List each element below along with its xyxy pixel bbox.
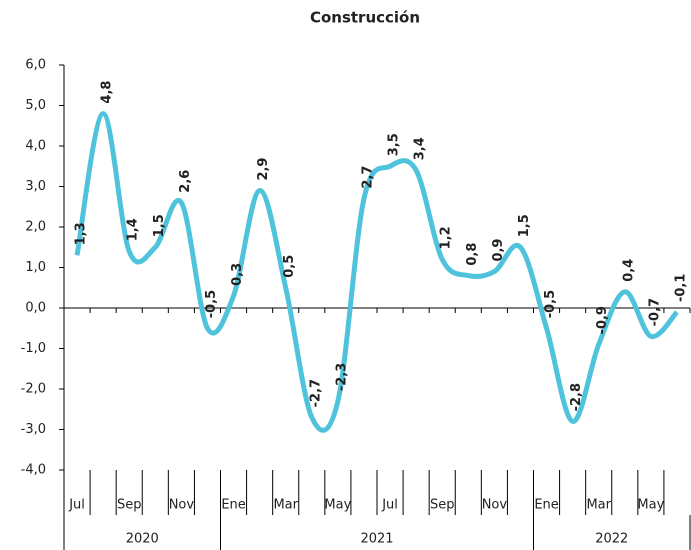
y-tick-label: 2,0 xyxy=(25,220,46,235)
x-tick-label: May xyxy=(324,498,351,513)
x-tick-label: Mar xyxy=(586,498,611,513)
y-tick-label: -2,0 xyxy=(21,382,46,397)
x-tick-label: Sep xyxy=(117,498,142,513)
group-label: 2022 xyxy=(595,532,628,547)
data-label: -0,9 xyxy=(595,306,610,334)
x-tick-label: Jul xyxy=(68,498,85,513)
data-label: 3,4 xyxy=(413,137,428,160)
y-tick-label: 6,0 xyxy=(25,58,46,73)
x-tick-label: Mar xyxy=(273,498,298,513)
data-label: 0,3 xyxy=(230,263,245,286)
y-tick-label: 5,0 xyxy=(25,98,46,113)
data-label: 4,8 xyxy=(100,81,115,104)
data-label: -0,5 xyxy=(204,290,219,318)
data-label: 2,6 xyxy=(178,170,193,193)
y-tick-label: 1,0 xyxy=(25,260,46,275)
data-label: 0,4 xyxy=(621,259,636,282)
x-tick-label: Jul xyxy=(381,498,398,513)
x-tick-label: Ene xyxy=(221,498,245,513)
data-label: 3,5 xyxy=(387,133,402,156)
y-tick-label: -4,0 xyxy=(21,463,46,478)
data-label: 2,9 xyxy=(256,158,271,181)
x-tick-label: Nov xyxy=(482,498,508,513)
x-tick-label: Nov xyxy=(169,498,195,513)
line xyxy=(74,111,679,433)
data-label: 1,5 xyxy=(152,214,167,237)
group-label: 2021 xyxy=(360,532,393,547)
data-label: -2,7 xyxy=(308,379,323,407)
y-tick-label: 4,0 xyxy=(25,139,46,154)
data-label: 2,7 xyxy=(360,166,375,189)
y-tick-label: -3,0 xyxy=(21,422,46,437)
data-label: 0,8 xyxy=(465,243,480,266)
group-label: 2020 xyxy=(126,532,159,547)
data-label: -0,1 xyxy=(673,274,688,302)
data-label: 1,5 xyxy=(517,214,532,237)
y-tick-label: 3,0 xyxy=(25,179,46,194)
data-label: 1,3 xyxy=(74,222,89,245)
data-label: -0,5 xyxy=(543,290,558,318)
data-label: -2,3 xyxy=(334,363,349,391)
x-tick-label: Ene xyxy=(534,498,558,513)
y-tick-label: 0,0 xyxy=(25,301,46,316)
chart-title: Construcción xyxy=(310,9,420,27)
data-label: 1,4 xyxy=(126,218,141,241)
data-label: 1,2 xyxy=(439,226,454,249)
x-tick-label: Sep xyxy=(430,498,455,513)
data-label: -2,8 xyxy=(569,383,584,411)
data-label: 0,5 xyxy=(282,255,297,278)
data-label: 0,9 xyxy=(491,239,506,262)
data-label: -0,7 xyxy=(647,298,662,326)
y-tick-label: -1,0 xyxy=(21,341,46,356)
x-tick-label: May xyxy=(637,498,664,513)
